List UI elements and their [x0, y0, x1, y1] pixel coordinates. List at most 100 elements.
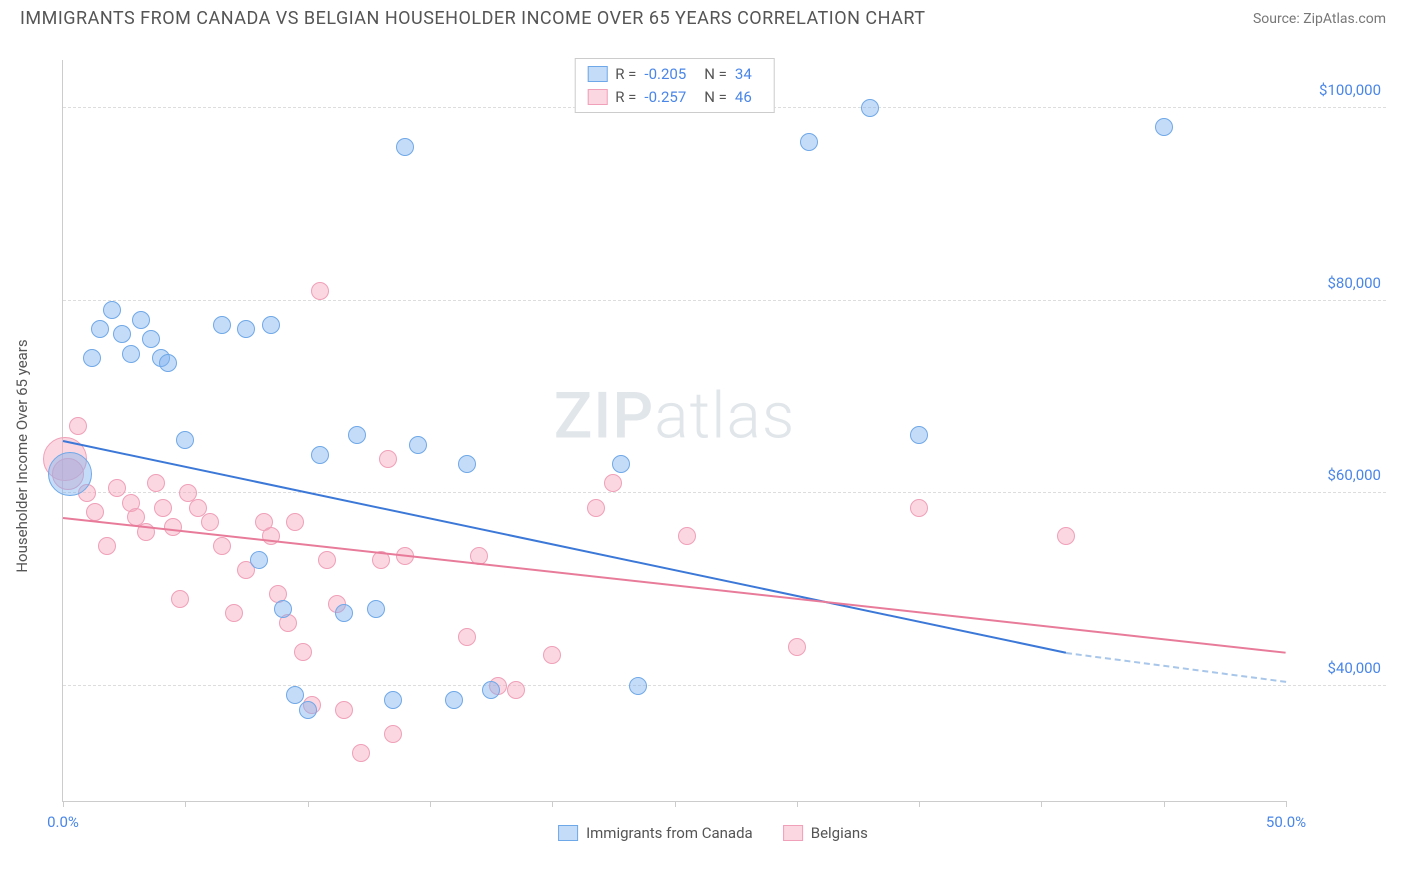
legend-label-belgians: Belgians: [811, 824, 868, 842]
legend-row-belgians: R = -0.257 N = 46: [587, 86, 762, 109]
x-tick: [430, 801, 431, 807]
belgians-point: [335, 701, 353, 719]
source-attribution: Source: ZipAtlas.com: [1253, 11, 1386, 27]
belgians-point: [147, 474, 165, 492]
canada-point: [367, 600, 385, 618]
belgians-point: [213, 537, 231, 555]
trend-line: [63, 517, 1286, 654]
chart-header: IMMIGRANTS FROM CANADA VS BELGIAN HOUSEH…: [0, 0, 1406, 33]
canada-point: [458, 455, 476, 473]
belgians-point: [294, 643, 312, 661]
series-legend: Immigrants from Canada Belgians: [558, 824, 868, 842]
swatch-canada-icon: [558, 825, 578, 841]
y-tick-label: $100,000: [1319, 81, 1381, 99]
x-tick: [675, 801, 676, 807]
belgians-point: [201, 513, 219, 531]
belgians-point: [678, 527, 696, 545]
belgians-point: [171, 590, 189, 608]
x-tick-label: 50.0%: [1266, 813, 1306, 831]
belgians-point: [86, 503, 104, 521]
canada-point: [83, 349, 101, 367]
swatch-canada-icon: [587, 66, 607, 82]
correlation-legend: R = -0.205 N = 34 R = -0.257 N = 46: [574, 58, 775, 113]
y-axis-label: Householder Income Over 65 years: [13, 339, 31, 572]
belgians-point: [384, 725, 402, 743]
belgians-point: [98, 537, 116, 555]
y-tick-label: $60,000: [1327, 466, 1381, 484]
canada-point: [861, 99, 879, 117]
legend-label-canada: Immigrants from Canada: [586, 824, 753, 842]
belgians-point: [154, 499, 172, 517]
belgians-point: [458, 628, 476, 646]
legend-item-canada: Immigrants from Canada: [558, 824, 753, 842]
watermark: ZIPatlas: [554, 378, 796, 453]
gridline: [63, 685, 1386, 686]
belgians-point: [318, 551, 336, 569]
canada-point: [299, 701, 317, 719]
belgians-point: [604, 474, 622, 492]
canada-point: [445, 691, 463, 709]
belgians-point: [352, 744, 370, 762]
canada-point: [176, 431, 194, 449]
canada-point: [800, 133, 818, 151]
belgians-point: [286, 513, 304, 531]
belgians-point: [1057, 527, 1075, 545]
x-tick: [185, 801, 186, 807]
belgians-point: [543, 646, 561, 664]
canada-point: [250, 551, 268, 569]
canada-point: [122, 345, 140, 363]
canada-point: [237, 320, 255, 338]
canada-point: [482, 681, 500, 699]
belgians-point: [69, 417, 87, 435]
belgians-point: [311, 282, 329, 300]
swatch-belgians-icon: [587, 89, 607, 105]
canada-point: [48, 452, 92, 496]
y-tick-label: $80,000: [1327, 274, 1381, 292]
canada-point: [311, 446, 329, 464]
canada-point: [262, 316, 280, 334]
canada-point: [612, 455, 630, 473]
belgians-point: [379, 450, 397, 468]
gridline: [63, 300, 1386, 301]
canada-point: [910, 426, 928, 444]
canada-point: [335, 604, 353, 622]
belgians-point: [788, 638, 806, 656]
x-tick: [63, 801, 64, 807]
canada-point: [142, 330, 160, 348]
canada-point: [396, 138, 414, 156]
canada-point: [384, 691, 402, 709]
legend-item-belgians: Belgians: [783, 824, 868, 842]
trend-line: [1066, 652, 1286, 683]
canada-point: [629, 677, 647, 695]
x-tick: [308, 801, 309, 807]
swatch-belgians-icon: [783, 825, 803, 841]
belgians-point: [164, 518, 182, 536]
canada-point: [103, 301, 121, 319]
canada-point: [132, 311, 150, 329]
x-tick: [552, 801, 553, 807]
canada-point: [91, 320, 109, 338]
x-tick: [1041, 801, 1042, 807]
chart-container: Householder Income Over 65 years R = -0.…: [40, 42, 1386, 852]
belgians-point: [587, 499, 605, 517]
chart-title: IMMIGRANTS FROM CANADA VS BELGIAN HOUSEH…: [20, 8, 925, 29]
canada-point: [409, 436, 427, 454]
canada-point: [159, 354, 177, 372]
gridline: [63, 492, 1386, 493]
belgians-point: [507, 681, 525, 699]
plot-area: R = -0.205 N = 34 R = -0.257 N = 46 ZIPa…: [62, 60, 1286, 802]
canada-point: [348, 426, 366, 444]
x-tick: [1164, 801, 1165, 807]
canada-point: [213, 316, 231, 334]
x-tick: [1286, 801, 1287, 807]
belgians-point: [108, 479, 126, 497]
belgians-point: [225, 604, 243, 622]
legend-row-canada: R = -0.205 N = 34: [587, 63, 762, 86]
canada-point: [1155, 118, 1173, 136]
canada-point: [274, 600, 292, 618]
canada-point: [113, 325, 131, 343]
x-tick: [797, 801, 798, 807]
belgians-point: [910, 499, 928, 517]
x-tick-label: 0.0%: [47, 813, 79, 831]
y-tick-label: $40,000: [1327, 659, 1381, 677]
